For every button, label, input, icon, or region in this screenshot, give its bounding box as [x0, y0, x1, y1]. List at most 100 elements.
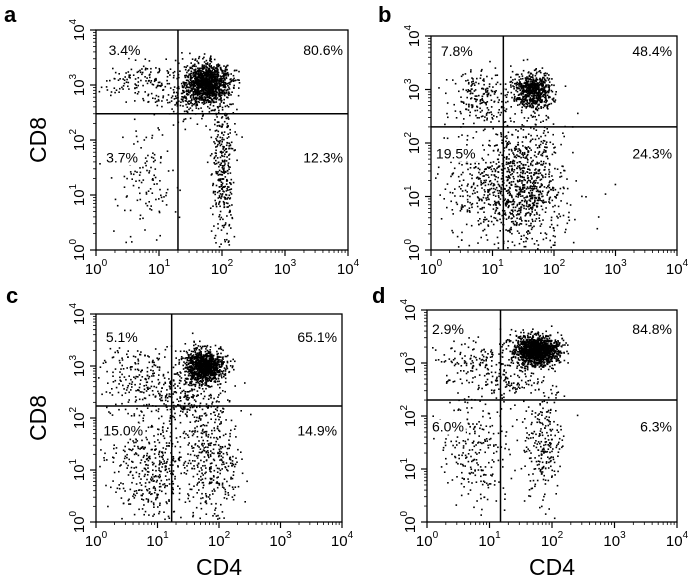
data-point [191, 83, 193, 85]
data-point [197, 382, 200, 384]
data-point [232, 74, 235, 77]
data-point [514, 82, 516, 85]
data-point [500, 221, 503, 224]
data-point [207, 352, 209, 355]
data-point [198, 98, 200, 100]
data-point [506, 156, 508, 158]
data-point [537, 202, 539, 205]
data-point [223, 196, 226, 198]
data-point [507, 168, 510, 171]
data-point [478, 199, 480, 202]
data-point [204, 102, 206, 105]
data-point [203, 73, 206, 76]
data-point [496, 167, 498, 170]
data-point [437, 173, 439, 175]
data-point [192, 383, 194, 386]
data-point [218, 121, 220, 123]
data-point [194, 76, 197, 79]
data-point [483, 83, 485, 86]
data-point [462, 205, 464, 208]
data-point [540, 92, 542, 95]
data-point [483, 78, 485, 80]
data-point [519, 179, 521, 181]
data-point [511, 232, 513, 235]
data-point [534, 74, 537, 77]
data-point [194, 58, 197, 60]
data-point [184, 74, 186, 77]
data-point [541, 190, 544, 193]
data-point [216, 73, 219, 75]
x-tick-label: 103 [604, 258, 627, 278]
data-point [224, 377, 227, 380]
data-point [195, 98, 198, 101]
data-point [507, 192, 509, 195]
data-point [193, 82, 195, 85]
data-point [220, 85, 222, 87]
data-point [480, 182, 482, 184]
data-point [534, 169, 536, 171]
data-point [545, 141, 548, 143]
data-point [492, 150, 495, 152]
data-point [529, 180, 531, 182]
data-point [493, 243, 496, 246]
data-point [190, 67, 193, 69]
data-point [218, 141, 221, 143]
data-point [519, 216, 522, 219]
data-point [496, 207, 499, 210]
data-point [539, 191, 542, 194]
data-point [536, 88, 539, 91]
data-point [154, 168, 157, 170]
data-point [455, 201, 458, 204]
data-point [158, 81, 161, 84]
data-point [529, 214, 531, 217]
data-point [165, 204, 168, 206]
data-point [195, 86, 198, 89]
data-point [206, 63, 209, 65]
data-point [191, 98, 193, 101]
data-point [233, 69, 236, 72]
data-point [195, 107, 198, 109]
data-point [496, 116, 498, 118]
data-point [215, 242, 217, 244]
x-tick-label: 101 [481, 258, 504, 278]
data-point [229, 78, 231, 81]
data-point [483, 175, 485, 177]
data-point [223, 155, 226, 158]
data-point [214, 90, 216, 92]
data-point [226, 156, 228, 158]
data-point [523, 184, 526, 186]
data-point [191, 105, 193, 107]
data-point [187, 89, 190, 91]
data-point [533, 91, 535, 93]
data-point [220, 173, 222, 176]
data-point [493, 216, 495, 219]
data-point [499, 83, 502, 86]
data-point [200, 365, 202, 368]
data-point [500, 105, 503, 108]
data-point [209, 370, 211, 373]
data-point [225, 92, 227, 95]
data-point [553, 147, 555, 149]
data-point [183, 81, 185, 84]
data-point [188, 100, 191, 102]
data-point [183, 96, 186, 98]
data-point [513, 162, 515, 165]
data-point [492, 191, 494, 194]
data-point [528, 205, 530, 207]
data-point [513, 86, 515, 88]
data-point [462, 88, 464, 91]
data-point [225, 183, 228, 185]
data-point [210, 66, 213, 69]
data-point [470, 104, 473, 106]
data-point [205, 75, 207, 77]
data-point [469, 92, 472, 95]
data-point [546, 194, 548, 196]
data-point [213, 80, 216, 83]
data-point [173, 70, 176, 73]
data-point [210, 87, 213, 89]
data-point [504, 109, 506, 112]
data-point [532, 159, 534, 162]
data-point [222, 190, 224, 192]
data-point [508, 153, 510, 156]
